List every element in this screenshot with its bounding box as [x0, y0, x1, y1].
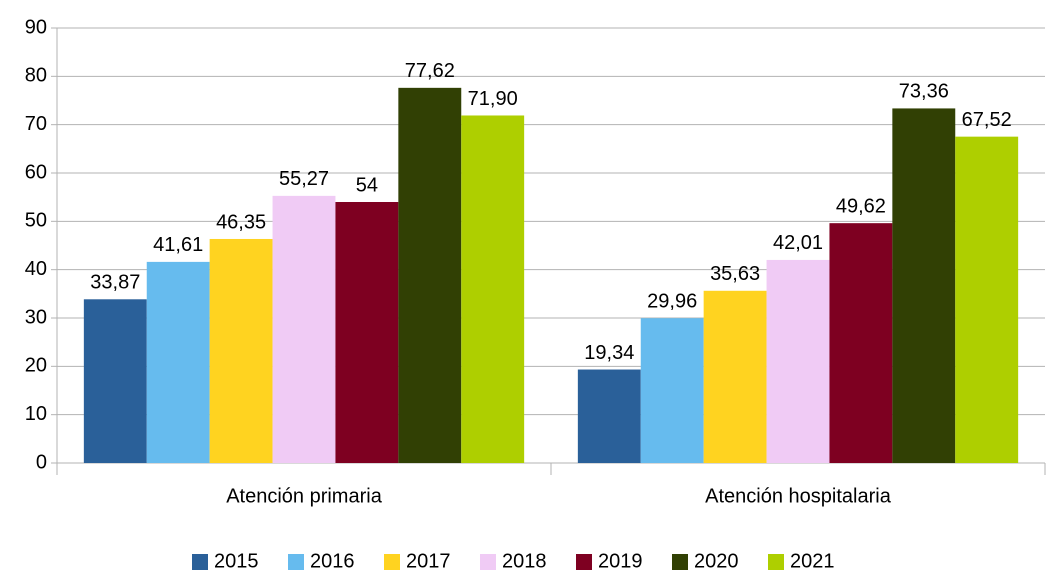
legend-swatch — [192, 554, 208, 570]
y-tick-label: 70 — [25, 113, 47, 135]
y-tick-label: 60 — [25, 161, 47, 183]
legend-swatch — [576, 554, 592, 570]
value-label: 73,36 — [899, 81, 949, 103]
bar — [577, 369, 641, 463]
bar — [766, 259, 830, 463]
legend-swatch — [384, 554, 400, 570]
y-tick-label: 10 — [25, 403, 47, 425]
legend-swatch — [480, 554, 496, 570]
value-label: 54 — [356, 174, 378, 196]
bar — [703, 290, 767, 463]
value-label: 46,35 — [216, 211, 266, 233]
x-tick-label: Atención primaria — [226, 485, 383, 507]
y-tick-label: 30 — [25, 306, 47, 328]
value-label: 55,27 — [279, 168, 329, 190]
y-tick-label: 20 — [25, 355, 47, 377]
value-label: 77,62 — [405, 60, 455, 82]
y-tick-label: 50 — [25, 210, 47, 232]
value-label: 33,87 — [90, 272, 140, 294]
y-tick-label: 40 — [25, 258, 47, 280]
legend-label: 2019 — [598, 550, 643, 572]
bar — [461, 115, 525, 463]
legend-swatch — [768, 554, 784, 570]
y-tick-label: 90 — [25, 16, 47, 38]
value-label: 29,96 — [647, 290, 697, 312]
bar — [892, 108, 956, 463]
bar — [829, 223, 893, 463]
legend-label: 2016 — [310, 550, 355, 572]
bar — [83, 299, 147, 463]
value-label: 42,01 — [773, 232, 823, 254]
value-label: 41,61 — [153, 234, 203, 256]
bar — [335, 202, 399, 463]
value-label: 49,62 — [836, 195, 886, 217]
bar — [146, 261, 210, 463]
legend-label: 2015 — [214, 550, 259, 572]
y-tick-label: 0 — [36, 451, 47, 473]
bar — [272, 195, 336, 463]
bar — [209, 238, 273, 463]
legend-swatch — [672, 554, 688, 570]
y-tick-label: 80 — [25, 65, 47, 87]
value-label: 35,63 — [710, 263, 760, 285]
value-label: 19,34 — [584, 342, 634, 364]
legend-label: 2020 — [694, 550, 739, 572]
legend-label: 2018 — [502, 550, 547, 572]
bar — [398, 87, 462, 463]
legend-label: 2017 — [406, 550, 451, 572]
x-tick-label: Atención hospitalaria — [705, 485, 892, 507]
bar — [640, 318, 704, 463]
bar — [955, 136, 1019, 464]
value-label: 67,52 — [962, 109, 1012, 131]
value-label: 71,90 — [468, 88, 518, 110]
legend-label: 2021 — [790, 550, 835, 572]
legend-swatch — [288, 554, 304, 570]
